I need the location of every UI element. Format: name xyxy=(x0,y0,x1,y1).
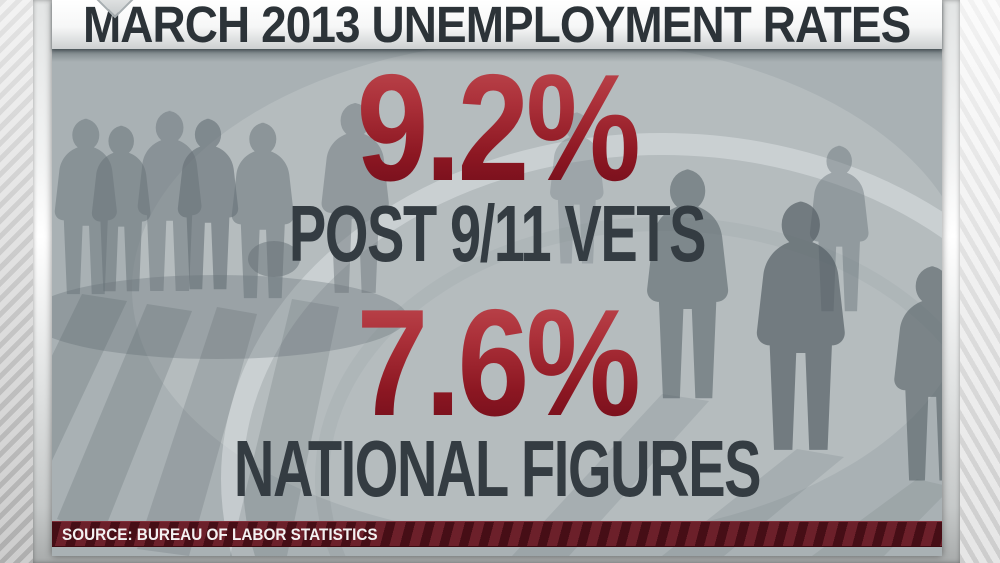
graphic-body: 9.2% POST 9/11 VETS 7.6% NATIONAL FIGURE… xyxy=(52,49,942,556)
panel-frame: MARCH 2013 UNEMPLOYMENT RATES xyxy=(33,0,960,563)
graphic-panel: MARCH 2013 UNEMPLOYMENT RATES xyxy=(52,0,942,556)
bag-silhouette xyxy=(248,241,300,277)
shadow-streak xyxy=(52,294,127,461)
shadow-streak xyxy=(230,299,339,556)
header-bar: MARCH 2013 UNEMPLOYMENT RATES xyxy=(52,0,942,53)
source-text: SOURCE: BUREAU OF LABOR STATISTICS xyxy=(62,524,378,544)
background-arc-outer xyxy=(221,133,942,556)
metal-texture-left xyxy=(0,0,33,563)
stat-national: 7.6% NATIONAL FIGURES xyxy=(52,287,942,509)
metal-texture-right xyxy=(960,0,1000,563)
page-title: MARCH 2013 UNEMPLOYMENT RATES xyxy=(83,0,911,53)
stat-value-national: 7.6% xyxy=(119,287,876,439)
stat-post911-vets: 9.2% POST 9/11 VETS xyxy=(52,52,942,274)
stat-label-national: NATIONAL FIGURES xyxy=(233,424,762,513)
stat-label-post911: POST 9/11 VETS xyxy=(288,189,707,278)
shadow-streak xyxy=(512,394,709,556)
shadow-streak xyxy=(57,304,192,536)
shadow-streak xyxy=(137,307,257,556)
shadow-pool xyxy=(52,275,407,359)
stat-value-post911: 9.2% xyxy=(119,52,876,204)
source-bar: SOURCE: BUREAU OF LABOR STATISTICS xyxy=(52,521,942,547)
